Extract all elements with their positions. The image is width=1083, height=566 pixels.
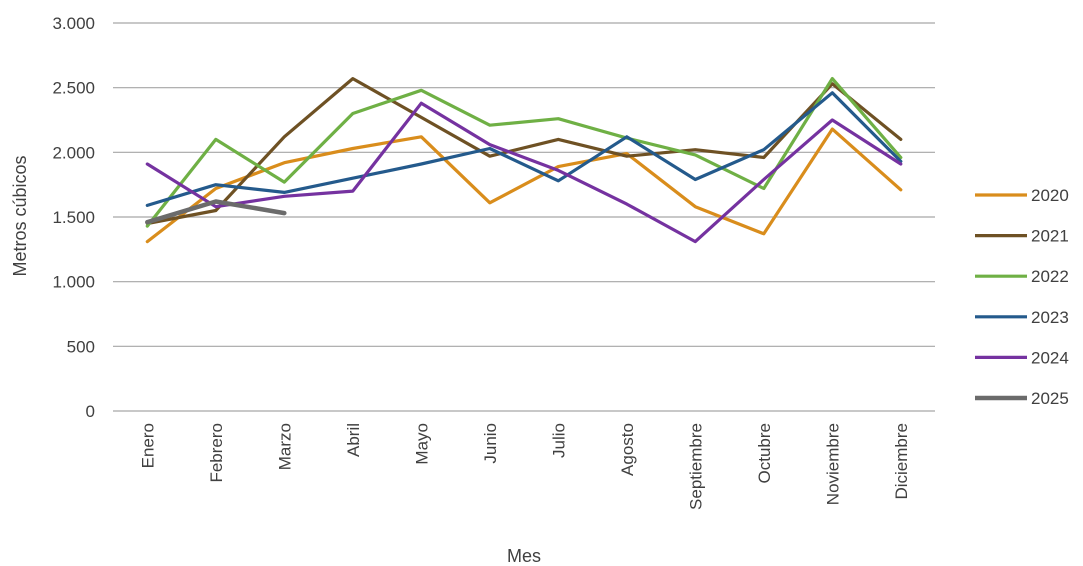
series-line-2021 bbox=[145, 76, 903, 226]
legend-label: 2023 bbox=[1031, 308, 1069, 327]
series-line-2025 bbox=[145, 199, 287, 225]
x-tick-label: Septiembre bbox=[686, 423, 705, 510]
x-tick-label: Noviembre bbox=[823, 423, 842, 505]
legend-label: 2024 bbox=[1031, 348, 1069, 367]
grid-lines bbox=[113, 22, 935, 412]
x-tick-label: Junio bbox=[481, 423, 500, 464]
series-line-2023 bbox=[145, 91, 903, 207]
x-tick-label: Julio bbox=[549, 423, 568, 458]
legend-label: 2025 bbox=[1031, 389, 1069, 408]
y-tick-label: 1.000 bbox=[52, 273, 95, 292]
series-line-2020 bbox=[145, 127, 903, 244]
y-tick-label: 0 bbox=[86, 402, 95, 421]
y-axis-ticks: 0 500 1.000 1.500 2.000 2.500 3.000 bbox=[52, 14, 95, 421]
x-axis-ticks: Enero Febrero Marzo Abril Mayo Junio Julio Agos… bbox=[138, 423, 911, 510]
legend: 2020 2021 2022 2023 2024 2025 bbox=[975, 186, 1069, 408]
series-line-2024 bbox=[145, 101, 903, 244]
y-tick-label: 500 bbox=[67, 337, 95, 356]
series-lines bbox=[145, 76, 903, 244]
y-tick-label: 2.000 bbox=[52, 143, 95, 162]
y-tick-label: 1.500 bbox=[52, 208, 95, 227]
x-tick-label: Agosto bbox=[618, 423, 637, 476]
x-tick-label: Octubre bbox=[755, 423, 774, 483]
x-tick-label: Febrero bbox=[207, 423, 226, 483]
legend-label: 2022 bbox=[1031, 267, 1069, 286]
x-tick-label: Mayo bbox=[412, 423, 431, 465]
x-tick-label: Diciembre bbox=[892, 423, 911, 500]
y-axis-title: Metros cúbicos bbox=[10, 155, 30, 276]
x-axis-title: Mes bbox=[507, 546, 541, 566]
legend-label: 2021 bbox=[1031, 227, 1069, 246]
y-tick-label: 3.000 bbox=[52, 14, 95, 33]
x-tick-label: Abril bbox=[344, 423, 363, 457]
x-tick-label: Marzo bbox=[275, 423, 294, 470]
legend-label: 2020 bbox=[1031, 186, 1069, 205]
x-tick-label: Enero bbox=[138, 423, 157, 468]
y-tick-label: 2.500 bbox=[52, 79, 95, 98]
